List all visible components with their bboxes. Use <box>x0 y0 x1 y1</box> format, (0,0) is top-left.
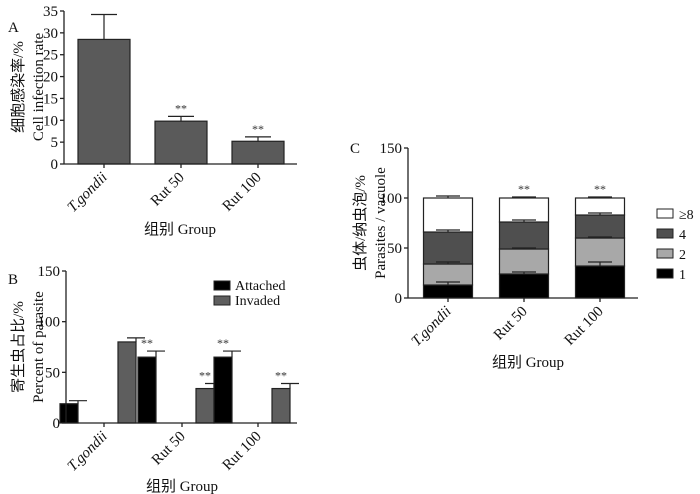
significance-label: ** <box>217 336 229 350</box>
bar <box>231 140 285 165</box>
x-tick-label: Rut 100 <box>562 304 607 349</box>
y-tick-label: 100 <box>380 191 403 207</box>
y-tick-label: 0 <box>51 157 59 173</box>
legend-label-invaded: Invaded <box>235 294 280 309</box>
panel-c-chart: ** ** 0 50 100 150 T.gondii Rut 50 Rut 100 C 虫体/纳虫… <box>350 141 694 371</box>
y-tick-label: 150 <box>380 141 403 157</box>
legend-label-ge8: ≥8 <box>679 208 694 223</box>
x-tick-label: T.gondii <box>409 304 455 350</box>
stack-segment-ge8 <box>422 197 474 233</box>
x-tick-label: Rut 100 <box>220 429 265 474</box>
y-tick-label: 50 <box>45 365 60 381</box>
x-tick-label: Rut 50 <box>149 429 189 469</box>
legend-swatch-attached <box>213 280 231 291</box>
stack-segment-ge8 <box>498 197 550 223</box>
x-tick-label: Rut 50 <box>491 304 531 344</box>
legend-swatch-ge8 <box>656 208 674 219</box>
x-tick-label: Rut 50 <box>148 170 188 210</box>
significance-label: ** <box>199 368 211 382</box>
x-tick-label: T.gondii <box>65 170 111 216</box>
y-axis-label-cn: 寄生虫占比/% <box>9 301 27 393</box>
bar <box>154 120 208 165</box>
legend-label-attached: Attached <box>235 279 286 294</box>
legend-swatch-1 <box>656 268 674 279</box>
legend-swatch-2 <box>656 248 674 259</box>
y-tick-label: 10 <box>43 113 58 129</box>
significance-label: ** <box>518 182 530 196</box>
significance-label: ** <box>141 336 153 350</box>
x-axis-label: 组别 Group <box>492 354 564 371</box>
stack-segment-4 <box>574 214 626 239</box>
legend-label-2: 2 <box>679 248 686 263</box>
bar-invaded <box>195 387 215 424</box>
bar-invaded <box>271 387 291 424</box>
legend-label-1: 1 <box>679 268 686 283</box>
y-tick-label: 0 <box>395 291 403 307</box>
legend-label-4: 4 <box>679 228 686 243</box>
y-axis-label-en: Parasites / vacuole <box>373 167 389 279</box>
significance-label: ** <box>175 101 187 115</box>
y-axis-label-en: Percent of parasite <box>31 291 47 403</box>
panel-b-chart: ** ** ** ** 0 50 100 150 T.gondii Rut 50 Rut 100 B寄… <box>8 264 299 494</box>
x-tick-label: T.gondii <box>65 429 111 475</box>
y-tick-label: 100 <box>38 315 61 331</box>
y-tick-label: 30 <box>43 26 58 42</box>
panel-a-chart: ** ** 0 5 10 15 20 25 30 35 T.gondii Rut 50 Rut 100 A… <box>8 4 297 238</box>
y-tick-label: 25 <box>43 48 58 64</box>
bar-invaded <box>117 341 137 424</box>
bar-attached <box>59 403 79 424</box>
stack-segment-1 <box>498 273 550 299</box>
x-axis-label: 组别 Group <box>146 478 218 494</box>
bar-attached <box>137 356 157 424</box>
stack-segment-4 <box>422 231 474 265</box>
x-tick-label: Rut 100 <box>220 170 265 215</box>
y-tick-label: 50 <box>387 241 402 257</box>
y-tick-label: 20 <box>43 70 58 86</box>
stack-segment-4 <box>498 221 550 250</box>
y-tick-label: 5 <box>51 135 59 151</box>
y-axis-label-en: Cell infection rate <box>31 33 47 142</box>
significance-label: ** <box>275 368 287 382</box>
legend-swatch-invaded <box>213 295 231 306</box>
y-axis-label-cn: 细胞感染率/% <box>10 41 27 133</box>
significance-label: ** <box>252 122 264 136</box>
panel-label: B <box>8 272 18 288</box>
stack-segment-2 <box>498 248 550 275</box>
panel-label: A <box>8 20 19 36</box>
y-tick-label: 35 <box>43 4 58 20</box>
y-tick-label: 150 <box>38 264 61 280</box>
bar-attached <box>213 356 233 424</box>
panel-label: C <box>350 141 360 157</box>
bar <box>77 38 131 165</box>
stack-segment-2 <box>574 237 626 267</box>
y-axis-label-cn: 虫体/纳虫泡/% <box>352 175 369 271</box>
y-tick-label: 0 <box>53 416 61 432</box>
x-axis-label: 组别 Group <box>144 221 216 238</box>
legend-swatch-4 <box>656 228 674 239</box>
stack-segment-1 <box>574 265 626 299</box>
y-tick-label: 15 <box>43 91 58 107</box>
stack-segment-1 <box>422 284 474 299</box>
significance-label: ** <box>594 182 606 196</box>
